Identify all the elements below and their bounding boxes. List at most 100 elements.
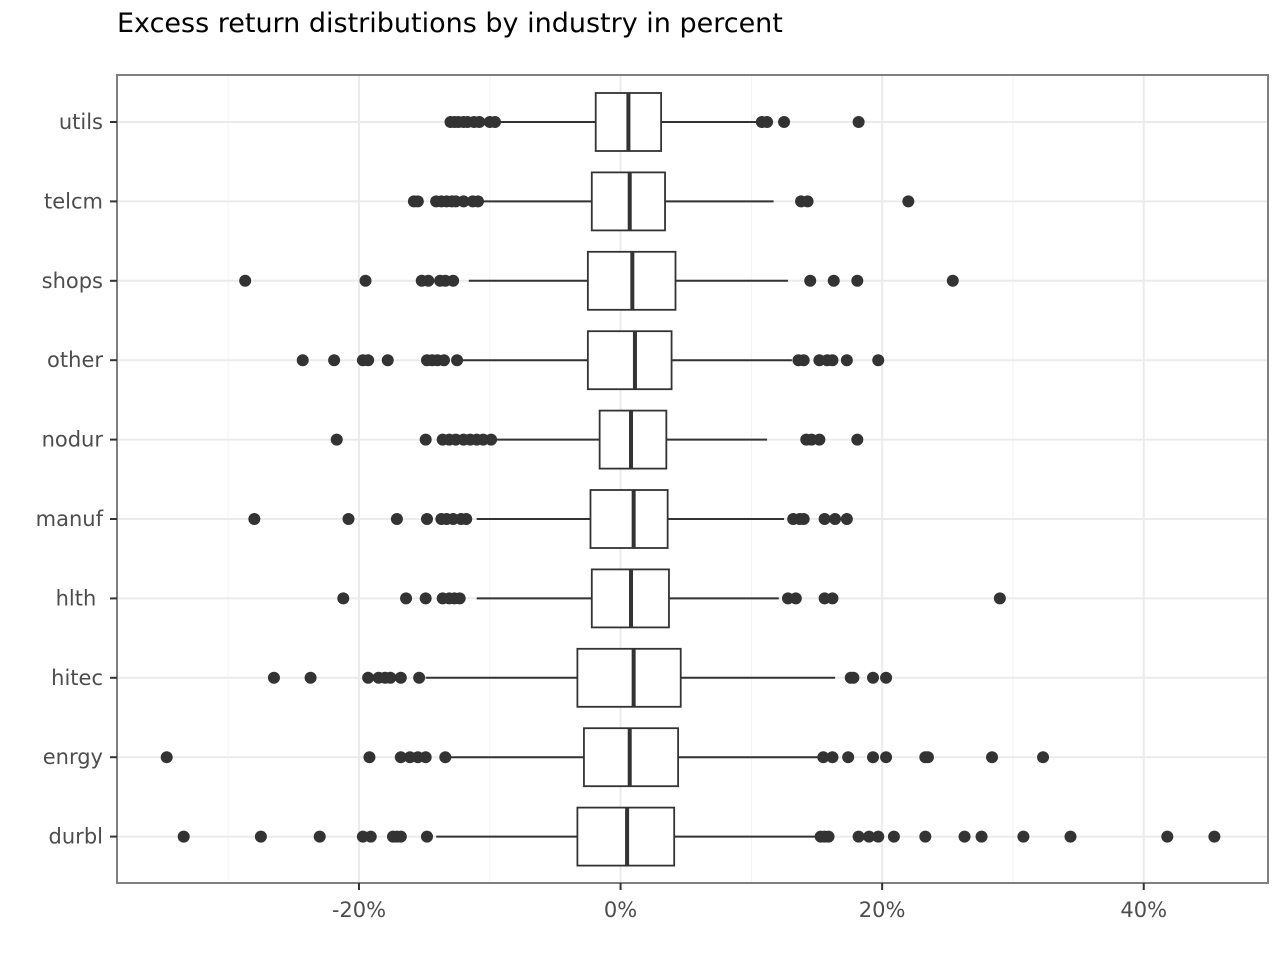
outlier-point (160, 751, 173, 764)
outlier-point (778, 116, 791, 128)
outlier-point (337, 592, 350, 605)
outlier-point (863, 830, 876, 843)
outlier-point (958, 830, 971, 843)
outlier-point (488, 116, 501, 128)
outlier-point (420, 513, 433, 525)
outlier-point (813, 433, 826, 446)
iqr-box (586, 330, 673, 391)
outlier-point (921, 751, 934, 764)
outlier-point (254, 830, 267, 843)
outlier-point (827, 274, 840, 287)
outlier-point (419, 592, 432, 605)
outlier-point (267, 671, 280, 684)
outlier-point (394, 671, 407, 684)
outlier-point (457, 195, 470, 208)
outlier-point (460, 513, 473, 525)
boxplot-hlth (337, 568, 1006, 629)
chart-title: Excess return distributions by industry … (117, 8, 783, 39)
outlier-point (804, 274, 817, 287)
boxplot-shops (239, 250, 959, 311)
outlier-point (919, 830, 932, 843)
outlier-point (887, 830, 900, 843)
outlier-point (437, 354, 450, 367)
y-tick-label: telcm (44, 189, 103, 213)
boxplot-durbl (177, 806, 1221, 867)
outlier-point (789, 592, 802, 605)
outlier-point (363, 751, 376, 764)
outlier-point (975, 830, 988, 843)
outlier-point (986, 751, 999, 764)
outlier-point (394, 751, 407, 764)
y-tick-label: other (47, 348, 103, 372)
outlier-point (826, 354, 839, 367)
outlier-point (826, 751, 839, 764)
outlier-point (880, 751, 893, 764)
outlier-point (851, 274, 864, 287)
outlier-point (419, 751, 432, 764)
outlier-point (473, 116, 486, 128)
outlier-point (1161, 830, 1174, 843)
outlier-point (422, 274, 435, 287)
outlier-point (447, 274, 460, 287)
boxplot-hitec (267, 647, 893, 708)
outlier-point (177, 830, 190, 843)
outlier-point (390, 513, 403, 525)
panel-border (116, 74, 1269, 884)
outlier-point (902, 195, 915, 208)
boxplot-telcm (407, 171, 915, 232)
outlier-point (419, 433, 432, 446)
outlier-point (342, 513, 355, 525)
y-tick-label: utils (59, 110, 103, 134)
outlier-point (946, 274, 959, 287)
outlier-point (872, 830, 885, 843)
outlier-point (239, 274, 252, 287)
boxplot-nodur (330, 409, 864, 470)
outlier-point (1017, 830, 1030, 843)
y-tick-label: hitec (51, 666, 103, 690)
y-tick-label: enrgy (43, 745, 103, 769)
outlier-point (330, 433, 343, 446)
outlier-point (364, 830, 377, 843)
outlier-point (362, 354, 375, 367)
outlier-point (840, 354, 853, 367)
outlier-point (1037, 751, 1050, 764)
outlier-point (313, 830, 326, 843)
outlier-point (1064, 830, 1077, 843)
outlier-point (866, 751, 879, 764)
outlier-point (453, 592, 466, 605)
x-tick-label: 0% (604, 898, 637, 922)
y-tick-label: hlth (56, 586, 103, 610)
outlier-point (761, 116, 774, 128)
outlier-point (829, 513, 842, 525)
x-tick-label: 40% (1120, 898, 1167, 922)
x-tick-label: 20% (859, 898, 906, 922)
outlier-point (801, 195, 814, 208)
y-tick-label: nodur (42, 428, 104, 452)
outlier-point (394, 830, 407, 843)
outlier-point (420, 830, 433, 843)
y-tick-label: manuf (36, 507, 104, 531)
outlier-point (852, 116, 865, 128)
outlier-point (304, 671, 317, 684)
outlier-point (411, 195, 424, 208)
outlier-point (797, 513, 810, 525)
outlier-point (866, 671, 879, 684)
outlier-point (413, 671, 426, 684)
outlier-point (248, 513, 261, 525)
plot-panel (117, 75, 1268, 883)
outlier-point (328, 354, 341, 367)
outlier-point (852, 830, 865, 843)
outlier-point (384, 671, 397, 684)
outlier-point (1208, 830, 1221, 843)
outlier-point (451, 354, 464, 367)
outlier-point (471, 195, 484, 208)
outlier-point (400, 592, 413, 605)
x-tick-label: -20% (332, 898, 386, 922)
boxplot-other (296, 330, 885, 391)
outlier-point (842, 751, 855, 764)
boxplot-manuf (248, 489, 853, 549)
boxplot-enrgy (160, 727, 1050, 788)
outlier-point (817, 751, 830, 764)
outlier-point (818, 513, 831, 525)
